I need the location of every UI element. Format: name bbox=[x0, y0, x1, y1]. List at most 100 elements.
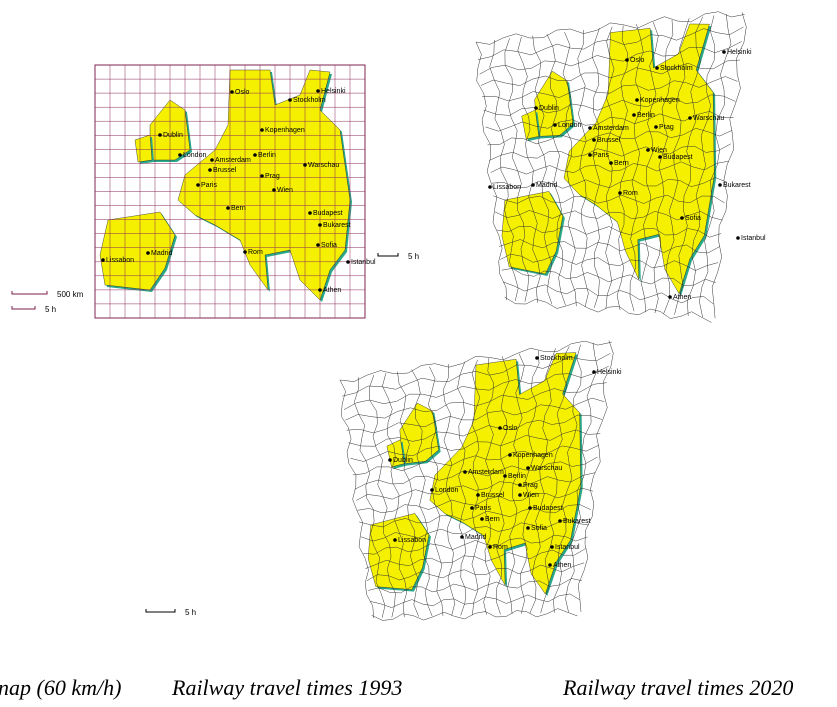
city-label: Warschau bbox=[531, 465, 562, 472]
city-label: Lissabon bbox=[493, 184, 521, 191]
grid-line bbox=[540, 346, 570, 614]
city-label: Paris bbox=[475, 505, 491, 512]
city-dot bbox=[736, 236, 740, 240]
grid-line bbox=[359, 504, 591, 528]
city-label: Rom bbox=[623, 190, 638, 197]
grid-line bbox=[346, 397, 605, 434]
city-label: Budapest bbox=[663, 154, 693, 161]
city-label: Bern bbox=[614, 160, 629, 167]
city-label: Berlin bbox=[258, 152, 276, 159]
city-dot bbox=[534, 106, 538, 110]
grid-line bbox=[411, 369, 433, 617]
grid-line bbox=[489, 39, 519, 301]
grid-line bbox=[354, 456, 598, 490]
city-dot bbox=[503, 474, 507, 478]
grid-line bbox=[640, 22, 659, 313]
grid-line bbox=[397, 371, 419, 617]
city-label: Amsterdam bbox=[215, 157, 251, 164]
city-dot bbox=[548, 563, 552, 567]
grid-line bbox=[577, 340, 614, 612]
grid-line bbox=[517, 36, 541, 303]
city-label: Lissabon bbox=[398, 537, 426, 544]
scale-bar bbox=[377, 253, 399, 257]
land bbox=[134, 134, 153, 163]
city-label: Bukarest bbox=[563, 518, 591, 525]
city-label: Kopenhagen bbox=[265, 127, 305, 134]
grid-line bbox=[663, 18, 690, 314]
city-label: Paris bbox=[201, 182, 217, 189]
city-dot bbox=[470, 506, 474, 510]
grid-line bbox=[382, 373, 408, 618]
city-label: London bbox=[558, 122, 581, 129]
city-label: Wien bbox=[277, 187, 293, 194]
city-label: Istanbul bbox=[741, 235, 766, 242]
grid-line bbox=[496, 356, 510, 615]
city-dot bbox=[208, 168, 212, 172]
city-dot bbox=[588, 153, 592, 157]
grid-line bbox=[471, 359, 481, 616]
grid-line bbox=[687, 15, 715, 316]
city-label: Berlin bbox=[637, 112, 655, 119]
grid-line bbox=[479, 41, 742, 75]
city-label: Kopenhagen bbox=[640, 97, 680, 104]
city-dot bbox=[460, 535, 464, 539]
city-label: Athen bbox=[553, 562, 571, 569]
city-dot bbox=[553, 123, 557, 127]
grid-line bbox=[366, 562, 585, 581]
city-dot bbox=[531, 183, 535, 187]
grid-line bbox=[629, 24, 644, 312]
city-dot bbox=[196, 183, 200, 187]
grid-line bbox=[485, 111, 734, 132]
city-dot bbox=[658, 155, 662, 159]
city-dot bbox=[528, 506, 532, 510]
land bbox=[501, 191, 564, 275]
city-label: Helsinki bbox=[321, 88, 346, 95]
city-label: Istanbul bbox=[351, 259, 376, 266]
scale-bar bbox=[145, 609, 176, 613]
city-label: Sofia bbox=[531, 525, 547, 532]
grid-line bbox=[483, 358, 494, 615]
city-label: Warschau bbox=[308, 162, 339, 169]
grid-line bbox=[487, 128, 733, 146]
city-label: Bukarest bbox=[723, 182, 751, 189]
city-dot bbox=[655, 66, 659, 70]
city-dot bbox=[722, 50, 726, 54]
city-dot bbox=[535, 356, 539, 360]
city-dot bbox=[588, 126, 592, 130]
land bbox=[177, 69, 351, 301]
city-label: Rom bbox=[248, 249, 263, 256]
city-dot bbox=[316, 243, 320, 247]
grid-line bbox=[442, 364, 456, 616]
city-dot bbox=[618, 191, 622, 195]
grid-line bbox=[501, 268, 716, 286]
city-dot bbox=[260, 128, 264, 132]
scale-bar bbox=[11, 306, 36, 310]
city-label: Prag bbox=[659, 124, 674, 131]
city-dot bbox=[488, 185, 492, 189]
grid-line bbox=[562, 32, 577, 307]
grid-line bbox=[475, 41, 507, 301]
city-dot bbox=[308, 211, 312, 215]
scale-bar bbox=[11, 291, 48, 295]
city-dot bbox=[668, 295, 672, 299]
grid-line bbox=[457, 361, 467, 616]
grid-line bbox=[520, 350, 540, 614]
city-dot bbox=[393, 538, 397, 542]
city-label: Oslo bbox=[630, 57, 645, 64]
grid-line bbox=[497, 225, 722, 238]
grid-line bbox=[699, 14, 732, 318]
grid-line bbox=[504, 296, 712, 323]
city-dot bbox=[654, 125, 658, 129]
city-label: Dublin bbox=[393, 457, 413, 464]
grid-line bbox=[498, 239, 720, 254]
grid-line bbox=[353, 377, 386, 618]
grid-line bbox=[500, 253, 719, 271]
grid-line bbox=[368, 578, 582, 594]
city-dot bbox=[210, 158, 214, 162]
grid-line bbox=[480, 59, 740, 86]
city-label: Dublin bbox=[163, 132, 183, 139]
caption: Railway travel times 2020 bbox=[562, 675, 793, 700]
city-label: Sofia bbox=[685, 215, 701, 222]
city-dot bbox=[718, 183, 722, 187]
